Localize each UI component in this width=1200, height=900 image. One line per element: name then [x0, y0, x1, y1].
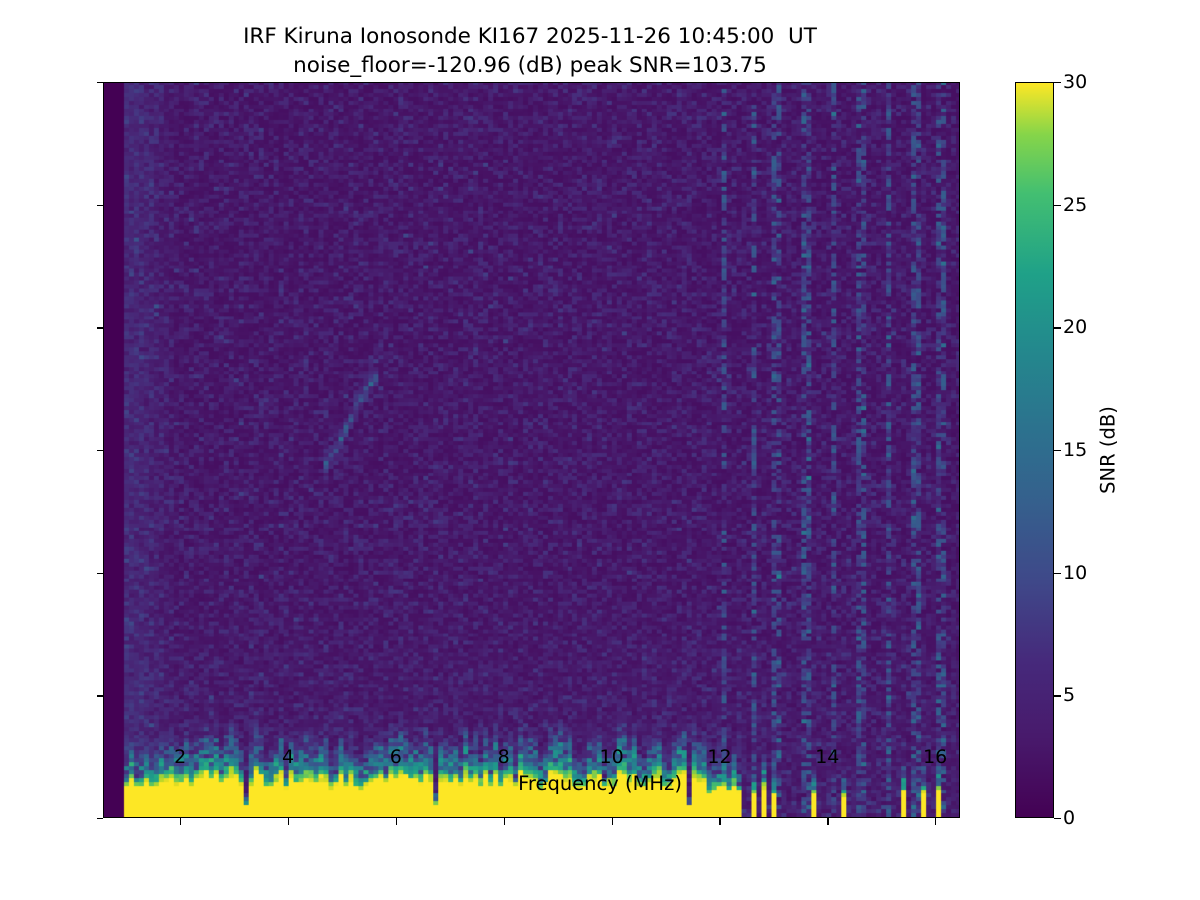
y-tick-mark — [96, 450, 103, 452]
x-tick-label: 2 — [174, 746, 187, 768]
chart-title: IRF Kiruna Ionosonde KI167 2025-11-26 10… — [243, 24, 817, 78]
y-tick-mark — [96, 327, 103, 329]
colorbar-tick-mark — [1054, 818, 1061, 820]
colorbar-tick-label: 5 — [1063, 684, 1076, 707]
x-tick-mark — [611, 818, 613, 825]
colorbar-tick-mark — [1054, 327, 1061, 329]
x-tick-label: 6 — [389, 746, 402, 768]
x-tick-mark — [180, 818, 182, 825]
x-tick-label: 12 — [707, 746, 732, 768]
y-tick-mark — [96, 572, 103, 574]
x-tick-mark — [935, 818, 937, 825]
colorbar-tick-mark — [1054, 572, 1061, 574]
colorbar-tick-label: 10 — [1063, 561, 1088, 584]
x-axis-label: Frequency (MHz) — [518, 772, 682, 795]
x-tick-label: 10 — [599, 746, 624, 768]
y-tick-mark — [96, 695, 103, 697]
x-tick-label: 8 — [497, 746, 510, 768]
colorbar-label: SNR (dB) — [1096, 406, 1120, 494]
x-tick-mark — [503, 818, 506, 825]
y-tick-mark — [96, 818, 103, 820]
colorbar-tick-label: 15 — [1063, 439, 1088, 461]
colorbar-tick-mark — [1054, 450, 1061, 452]
x-tick-mark — [395, 818, 398, 825]
y-tick-mark — [96, 82, 103, 84]
x-tick-mark — [719, 818, 721, 825]
colorbar-tick-mark — [1054, 695, 1061, 697]
colorbar-tick-label: 0 — [1063, 807, 1076, 829]
y-tick-mark — [96, 204, 103, 206]
colorbar-tick-label: 30 — [1063, 71, 1088, 93]
x-tick-label: 4 — [281, 746, 295, 768]
colorbar — [1015, 82, 1054, 818]
ionogram-plot-area — [103, 82, 960, 818]
colorbar-tick-mark — [1054, 82, 1061, 84]
x-tick-mark — [827, 818, 829, 825]
x-tick-label: 14 — [815, 746, 840, 768]
colorbar-tick-mark — [1054, 204, 1061, 206]
colorbar-tick-label: 20 — [1063, 316, 1088, 339]
x-tick-label: 16 — [923, 746, 948, 768]
x-tick-mark — [287, 818, 290, 825]
ionogram-heatmap — [104, 83, 959, 817]
colorbar-tick-label: 25 — [1063, 193, 1088, 216]
